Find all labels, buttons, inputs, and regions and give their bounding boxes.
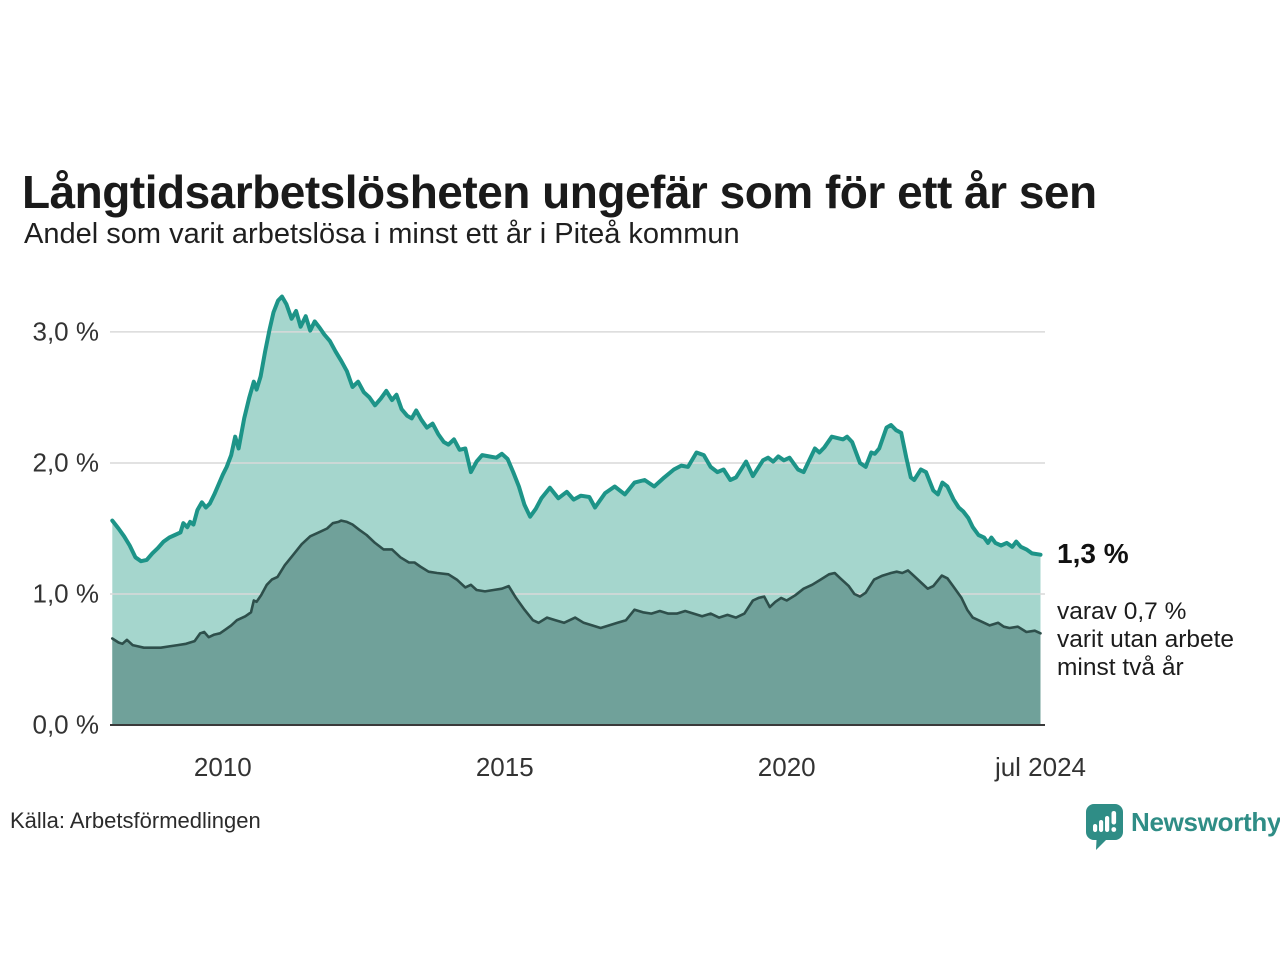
source-credit: Källa: Arbetsförmedlingen bbox=[10, 808, 261, 833]
x-tick-label: 2020 bbox=[757, 752, 816, 782]
newsworthy-logo-icon bbox=[1086, 804, 1123, 850]
x-tick-label: 2015 bbox=[475, 752, 534, 782]
y-tick-label: 3,0 % bbox=[32, 316, 100, 347]
chart-subtitle: Andel som varit arbetslösa i minst ett å… bbox=[24, 218, 740, 250]
x-tick-label: jul 2024 bbox=[994, 752, 1087, 782]
annotation-line-1: varav 0,7 % bbox=[1057, 598, 1187, 625]
y-tick-label: 1,0 % bbox=[32, 578, 100, 609]
newsworthy-logo-text: Newsworthy bbox=[1131, 807, 1280, 837]
annotation-last-value: 1,3 % bbox=[1057, 537, 1129, 569]
newsworthy-logo: Newsworthy bbox=[1086, 804, 1280, 850]
annotation-detail: varav 0,7 % varit utan arbete minst två … bbox=[1057, 598, 1234, 682]
annotation-line-3: minst två år bbox=[1057, 654, 1184, 681]
y-tick-label: 2,0 % bbox=[32, 447, 100, 478]
annotation-line-2: varit utan arbete bbox=[1057, 626, 1235, 653]
area-fill-two-years bbox=[112, 520, 1041, 725]
y-tick-label: 0,0 % bbox=[32, 709, 100, 740]
page-title: Långtidsarbetslösheten ungefär som för e… bbox=[22, 165, 1097, 218]
series-lines bbox=[110, 294, 1043, 649]
x-tick-label: 2010 bbox=[193, 752, 252, 782]
